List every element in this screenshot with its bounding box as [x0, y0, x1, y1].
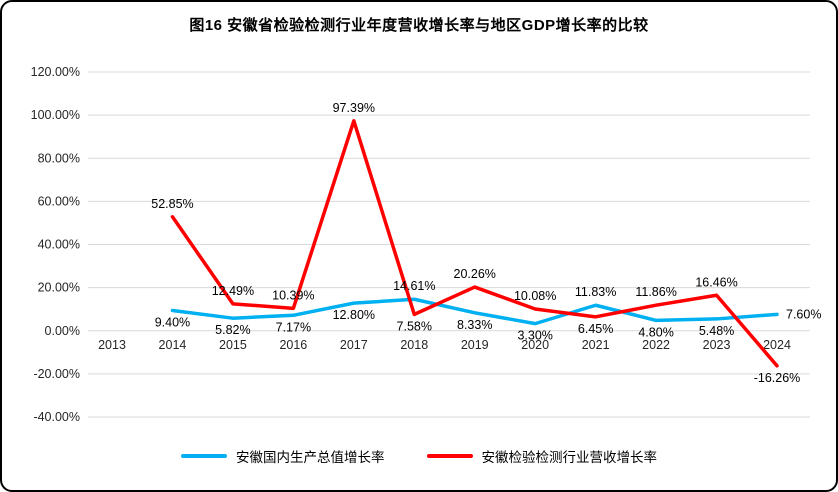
- data-label: 7.58%: [397, 319, 432, 333]
- gdp-line: [170, 297, 779, 326]
- x-tick-label: 2016: [279, 338, 307, 352]
- x-tick-label: 2015: [219, 338, 247, 352]
- legend-item-industry: 安徽检验检测行业营收增长率: [426, 446, 658, 466]
- data-label: 6.45%: [578, 322, 613, 336]
- x-tick-label: 2022: [642, 338, 670, 352]
- data-label: 7.60%: [786, 307, 821, 321]
- x-tick-label: 2019: [461, 338, 489, 352]
- y-tick-label: 20.00%: [38, 281, 80, 295]
- y-tick-label: 60.00%: [38, 194, 80, 208]
- y-tick-label: 100.00%: [31, 108, 80, 122]
- data-label: 16.46%: [695, 275, 737, 289]
- y-tick-label: -20.00%: [33, 367, 80, 381]
- data-label: -16.26%: [754, 371, 801, 385]
- data-label: 14.61%: [393, 279, 435, 293]
- y-tick-label: 0.00%: [45, 324, 80, 338]
- data-label: 10.08%: [514, 289, 556, 303]
- data-label: 8.33%: [457, 318, 492, 332]
- data-label: 7.17%: [276, 320, 311, 334]
- data-label: 20.26%: [454, 267, 496, 281]
- x-tick-label: 2013: [98, 338, 126, 352]
- y-tick-label: 80.00%: [38, 151, 80, 165]
- industry-line: [170, 119, 779, 368]
- data-label: 4.80%: [638, 325, 673, 339]
- data-label: 52.85%: [151, 197, 193, 211]
- data-label: 12.80%: [333, 308, 375, 322]
- line-chart-plot: 120.00% 100.00% 80.00% 60.00% 40.00% 20.00% 0.…: [31, 65, 822, 424]
- y-tick-label: -40.00%: [33, 410, 80, 424]
- gdp-line-swatch: [181, 454, 227, 458]
- legend-label-gdp: 安徽国内生产总值增长率: [236, 450, 385, 465]
- x-tick-label: 2024: [763, 338, 791, 352]
- data-label: 5.48%: [699, 324, 734, 338]
- data-label: 97.39%: [333, 101, 375, 115]
- x-tick-label: 2018: [400, 338, 428, 352]
- y-tick-label: 40.00%: [38, 238, 80, 252]
- data-label: 11.83%: [575, 285, 616, 299]
- y-tick-label: 120.00%: [31, 65, 80, 79]
- x-tick-label: 2014: [159, 338, 187, 352]
- data-label: 10.39%: [272, 288, 314, 302]
- data-label: 12.49%: [212, 284, 254, 298]
- data-label: 5.82%: [215, 323, 250, 337]
- x-tick-label: 2017: [340, 338, 368, 352]
- legend-label-industry: 安徽检验检测行业营收增长率: [481, 450, 658, 465]
- legend-item-gdp: 安徽国内生产总值增长率: [181, 446, 385, 466]
- x-tick-label: 2023: [703, 338, 731, 352]
- chart-title: 图16 安徽省检验检测行业年度营收增长率与地区GDP增长率的比较: [189, 17, 649, 34]
- data-label: 11.86%: [635, 285, 676, 299]
- x-tick-label: 2021: [582, 338, 610, 352]
- chart-legend: 安徽国内生产总值增长率 安徽检验检测行业营收增长率: [2, 446, 836, 466]
- data-label: 9.40%: [155, 315, 190, 329]
- data-label: 3.30%: [517, 329, 552, 343]
- x-tick-label: 2020: [521, 338, 549, 352]
- industry-line-swatch: [426, 454, 473, 458]
